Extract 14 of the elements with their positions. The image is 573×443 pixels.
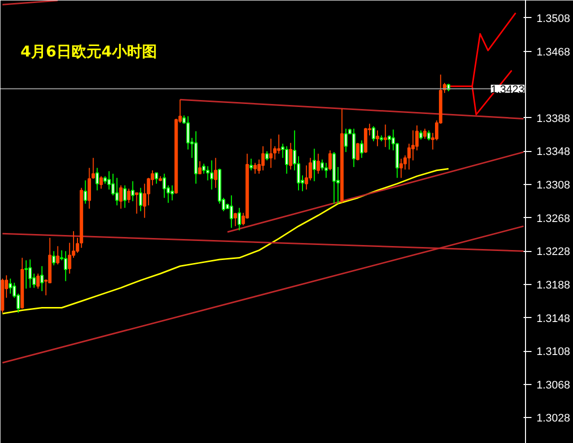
y-tick-label: 1.3148	[536, 312, 570, 325]
text: 4月6日欧元4小时图	[20, 42, 157, 60]
y-tick-label: 1.3508	[536, 12, 570, 25]
y-tick-label: 1.3348	[536, 146, 570, 158]
y-tick-label: 1.3468	[536, 46, 570, 58]
y-tick-label: 1.3068	[536, 379, 570, 392]
y-tick-label: 1.3108	[536, 346, 570, 358]
ref-line-label: 1.3423	[490, 84, 525, 96]
y-tick-label: 1.3388	[536, 112, 570, 125]
y-tick-label: 1.3188	[536, 279, 570, 292]
y-tick-label: 1.3268	[536, 212, 570, 225]
y-tick-label: 1.3228	[536, 246, 570, 258]
y-tick-label: 1.3028	[536, 412, 570, 425]
y-tick-label: 1.3308	[536, 180, 570, 192]
